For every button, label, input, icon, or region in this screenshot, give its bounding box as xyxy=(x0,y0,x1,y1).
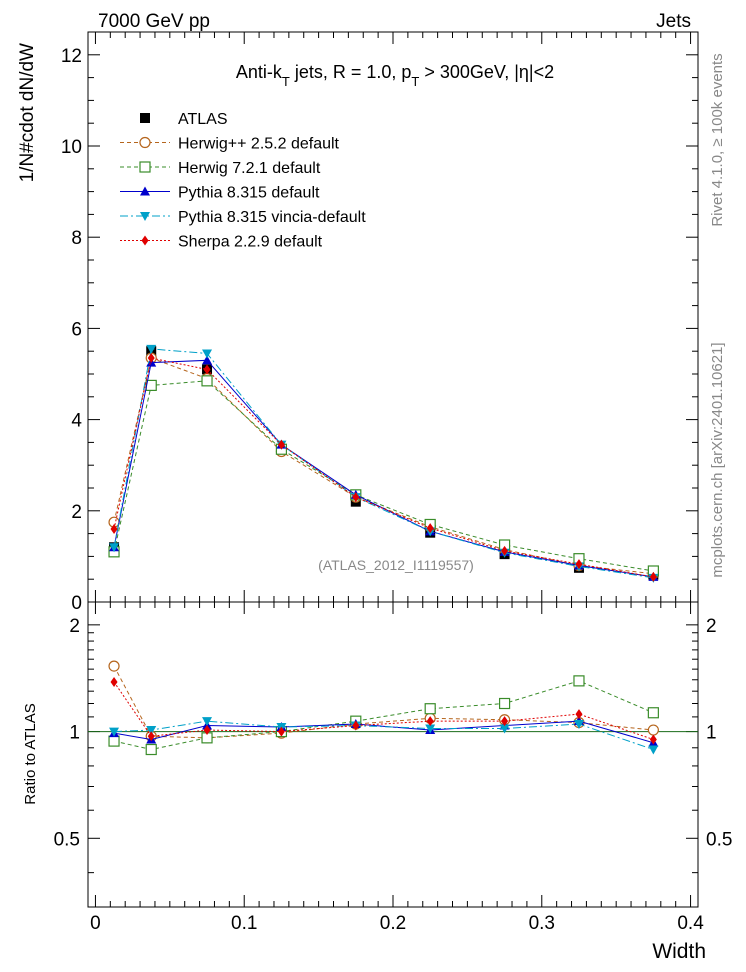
ratio-herwig-2-5-2-default-marker xyxy=(108,660,120,672)
title-mid: jets, R = 1.0, p xyxy=(290,62,412,82)
ratio-sherpa-2-2-9-default-marker xyxy=(426,716,434,727)
ratio-sherpa-2-2-9-default-marker xyxy=(501,716,509,727)
ratio-pythia-8-315-vincia-default-marker xyxy=(202,717,213,727)
ratio-series-layer xyxy=(108,660,659,756)
main-ytick-label: 10 xyxy=(61,137,82,158)
legend-pythia-8-315-default-label: Pythia 8.315 default xyxy=(178,185,320,202)
ratio-herwig-7-2-1-default-marker xyxy=(498,697,511,710)
main-pythia-8-315-vincia-default-marker xyxy=(146,344,157,354)
main-sherpa-2-2-9-default-marker xyxy=(426,523,434,534)
main-ytick-label: 2 xyxy=(71,502,82,523)
main-herwig-2-5-2-default-line xyxy=(113,357,654,575)
title-prefix: Anti-k xyxy=(236,62,283,82)
main-sherpa-2-2-9-default-marker xyxy=(649,571,657,582)
main-ytick-label: 6 xyxy=(71,319,82,340)
ratio-xtick-label: 0.4 xyxy=(677,913,704,934)
main-ytick-label: 12 xyxy=(61,46,82,67)
main-ytick-label: 0 xyxy=(71,593,82,614)
main-sherpa-2-2-9-default-marker xyxy=(352,492,360,503)
main-sherpa-2-2-9-default-marker xyxy=(110,524,118,535)
main-herwig-7-2-1-default-marker xyxy=(201,375,213,387)
x-axis-title: Width xyxy=(652,940,706,963)
ratio-ytick-label: 2 xyxy=(69,616,80,637)
ratio-sherpa-2-2-9-default-marker xyxy=(110,676,118,687)
rivet-label: Rivet 4.1.0, ≥ 100k events xyxy=(709,53,726,226)
legend-atlas-marker xyxy=(140,113,150,123)
ratio-pythia-8-315-vincia-default-marker xyxy=(425,724,436,734)
ratio-herwig-7-2-1-default-marker xyxy=(108,735,120,747)
main-pythia-8-315-default-marker xyxy=(202,355,213,365)
ratio-sherpa-2-2-9-default-marker xyxy=(352,720,360,731)
ratio-ytick-label-right: 1 xyxy=(706,723,717,744)
legend-pythia-8-315-default-marker xyxy=(140,186,150,196)
ratio-pythia-8-315-vincia-default-marker xyxy=(499,724,510,734)
main-sherpa-2-2-9-default-marker xyxy=(575,559,583,570)
ratio-sherpa-2-2-9-default-marker xyxy=(649,734,657,745)
legend-atlas-label: ATLAS xyxy=(178,111,228,128)
legend-herwig-2-5-2-default-label: Herwig++ 2.5.2 default xyxy=(178,136,340,153)
main-series-layer xyxy=(108,344,659,583)
ratio-herwig-7-2-1-default-marker xyxy=(573,675,585,687)
ratio-xtick-label: 0.1 xyxy=(231,913,257,934)
ratio-pythia-8-315-vincia-default-marker xyxy=(648,745,659,755)
ratio-ytick-label-right: 0.5 xyxy=(706,829,732,850)
header-right: Jets xyxy=(656,11,691,32)
ratio-ylabel: Ratio to ATLAS xyxy=(22,703,39,804)
main-sherpa-2-2-9-default-marker xyxy=(147,353,155,364)
main-sherpa-2-2-9-default-marker xyxy=(501,545,509,556)
legend-herwig-7-2-1-default-label: Herwig 7.2.1 default xyxy=(178,160,321,177)
main-pythia-8-315-vincia-default-marker xyxy=(202,349,213,359)
ratio-sherpa-2-2-9-default-marker xyxy=(203,725,211,736)
ratio-ytick-label-right: 2 xyxy=(706,616,717,637)
ratio-sherpa-2-2-9-default-marker xyxy=(147,731,155,742)
legend-pythia-8-315-vincia-default-label: Pythia 8.315 vincia-default xyxy=(178,209,366,226)
main-ylabel: 1/N#cdot dN/dW xyxy=(17,43,38,182)
ratio-xtick-label: 0.3 xyxy=(529,913,555,934)
ratio-xtick-label: 0 xyxy=(90,913,101,934)
plot-title: Anti-kT jets, R = 1.0, pT > 300GeV, |η|<… xyxy=(236,62,554,89)
ratio-herwig-7-2-1-default-marker xyxy=(647,707,659,719)
main-sherpa-2-2-9-default-marker xyxy=(277,439,285,450)
ratio-sherpa-2-2-9-default-line xyxy=(113,681,654,740)
ratio-herwig-7-2-1-default-line xyxy=(113,680,654,751)
title-suffix: > 300GeV, |η|<2 xyxy=(419,62,554,82)
ratio-pythia-8-315-vincia-default-marker xyxy=(146,726,157,736)
ratio-sherpa-2-2-9-default-marker xyxy=(575,709,583,720)
title-sub2: T xyxy=(411,74,419,89)
ratio-herwig-2-5-2-default-line xyxy=(113,665,654,739)
ratio-herwig-2-5-2-default-marker xyxy=(647,724,659,736)
main-ytick-label: 8 xyxy=(71,228,82,249)
main-sherpa-2-2-9-default-marker xyxy=(203,364,211,375)
analysis-watermark: (ATLAS_2012_I1119557) xyxy=(318,557,474,573)
main-ytick-label: 4 xyxy=(71,411,82,432)
main-herwig-7-2-1-default-line xyxy=(113,380,654,572)
ratio-axis-ticks: 0 0.1 0.2 0.3 0.4 0.5 0.5 1 1 2 2 xyxy=(54,602,732,934)
main-pythia-8-315-default-line xyxy=(113,359,654,578)
main-pythia-8-315-vincia-default-marker xyxy=(109,543,120,553)
main-axis-ticks: 0 2 4 6 8 10 12 xyxy=(61,32,698,614)
title-sub1: T xyxy=(282,74,290,89)
ratio-ytick-label: 1 xyxy=(69,723,80,744)
ratio-pythia-8-315-vincia-default-marker xyxy=(573,720,584,730)
legend: ATLAS Herwig++ 2.5.2 default Herwig 7.2.1 … xyxy=(120,111,366,251)
ratio-herwig-7-2-1-default-marker xyxy=(424,703,436,715)
ratio-ytick-label: 0.5 xyxy=(54,829,80,850)
ratio-herwig-7-2-1-default-marker xyxy=(145,743,157,756)
header-left: 7000 GeV pp xyxy=(98,11,210,32)
legend-pythia-8-315-vincia-default-marker xyxy=(140,212,150,221)
ratio-sherpa-2-2-9-default-marker xyxy=(277,726,285,737)
main-sherpa-2-2-9-default-line xyxy=(113,357,654,578)
legend-sherpa-2-2-9-default-label: Sherpa 2.2.9 default xyxy=(178,234,323,251)
ratio-pythia-8-315-vincia-default-marker xyxy=(109,727,120,737)
legend-sherpa-2-2-9-default-marker xyxy=(141,235,149,246)
main-pythia-8-315-vincia-default-line xyxy=(113,348,654,579)
mcplots-label: mcplots.cern.ch [arXiv:2401.10621] xyxy=(709,342,726,577)
legend-herwig-2-5-2-default-marker xyxy=(139,136,151,149)
ratio-frame xyxy=(87,601,699,908)
legend-herwig-7-2-1-default-marker xyxy=(139,161,151,173)
ratio-xtick-label: 0.2 xyxy=(380,913,406,934)
ratio-pythia-8-315-vincia-default-line xyxy=(114,720,654,750)
